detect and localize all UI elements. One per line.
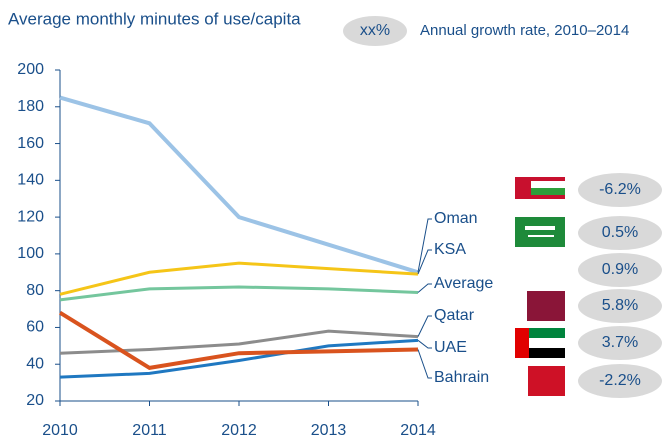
flag-bahrain <box>515 366 565 396</box>
y-tick-label: 80 <box>26 282 44 299</box>
growth-badge <box>578 253 662 287</box>
growth-badge <box>578 289 662 323</box>
label-connector <box>417 315 432 337</box>
series-line <box>59 338 419 379</box>
growth-label: -2.2% <box>599 372 641 389</box>
y-tick-label: 40 <box>26 355 44 372</box>
y-tick-label: 100 <box>17 245 44 262</box>
growth-label: 0.5% <box>602 224 638 241</box>
label-connector <box>417 349 432 379</box>
series-line <box>59 95 419 275</box>
flag-ksa <box>515 217 565 247</box>
legend-badge-shape <box>343 16 407 46</box>
flag-oman <box>515 177 565 199</box>
growth-label: -6.2% <box>599 181 641 198</box>
series-label: Qatar <box>434 307 475 324</box>
chart-title: Average monthly minutes of use/capita <box>8 9 301 28</box>
legend-note: Annual growth rate, 2010–2014 <box>420 22 629 39</box>
x-tick-label: 2014 <box>400 422 436 439</box>
series-label: UAE <box>434 339 467 356</box>
y-tick-label: 20 <box>26 392 44 409</box>
growth-badge <box>578 326 662 360</box>
label-connector <box>417 218 432 273</box>
flag-uae <box>515 328 565 358</box>
growth-badge <box>578 364 662 398</box>
series-label: Average <box>434 275 493 292</box>
y-tick-label: 120 <box>17 208 44 225</box>
y-tick-label: 60 <box>26 319 44 336</box>
x-tick-label: 2012 <box>221 422 257 439</box>
label-connector <box>417 249 432 275</box>
x-tick-label: 2013 <box>311 422 347 439</box>
y-tick-label: 160 <box>17 135 44 152</box>
flag-qatar <box>515 291 565 321</box>
label-connector <box>417 283 432 293</box>
label-connector <box>417 339 432 349</box>
y-tick-label: 140 <box>17 172 44 189</box>
growth-badge <box>578 216 662 250</box>
growth-label: 0.9% <box>602 261 638 278</box>
x-tick-label: 2010 <box>42 422 78 439</box>
growth-badge <box>578 173 662 207</box>
legend-badge: xx% <box>360 22 390 39</box>
growth-label: 3.7% <box>602 334 638 351</box>
series-label: Oman <box>434 210 478 227</box>
y-tick-label: 200 <box>17 61 44 78</box>
series-line <box>58 311 419 370</box>
x-tick-label: 2011 <box>132 422 167 439</box>
series-line <box>59 285 419 302</box>
series-line <box>59 261 419 296</box>
y-tick-label: 180 <box>17 98 44 115</box>
series-label: Bahrain <box>434 369 489 386</box>
growth-label: 5.8% <box>602 297 638 314</box>
series-label: KSA <box>434 241 466 258</box>
